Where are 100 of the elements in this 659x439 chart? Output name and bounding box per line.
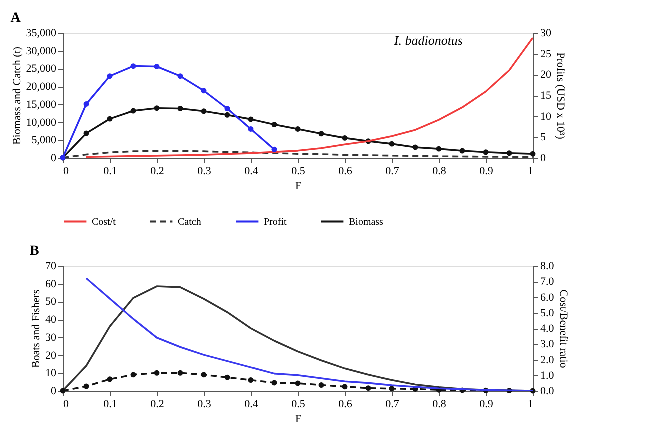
x-tick-label: 0.5 [292, 166, 306, 178]
point [107, 74, 113, 80]
point [224, 106, 230, 112]
point [436, 146, 442, 152]
y2-tick-label: 25 [540, 48, 552, 60]
point [460, 148, 466, 154]
x-tick-label: 0.6 [338, 398, 353, 410]
point [201, 372, 207, 378]
point [483, 150, 489, 156]
point [154, 370, 160, 376]
y2-tick-label: 10 [540, 110, 552, 123]
point [389, 386, 395, 392]
y-tick-label: 10 [46, 368, 57, 380]
x-tick-label: 1 [528, 166, 534, 178]
y-axis-title: Biomass and Catch (t) [11, 46, 24, 146]
y-tick-label: 0 [51, 152, 57, 164]
chart-title: A [10, 11, 22, 26]
y-tick-label: 25,000 [26, 63, 57, 76]
point [342, 384, 348, 390]
y-tick-label: 30,000 [26, 45, 57, 58]
x-tick-label: 0.9 [480, 398, 494, 410]
point [224, 112, 230, 118]
point [248, 378, 254, 384]
x-tick-label: 0.5 [292, 398, 306, 410]
point [272, 122, 278, 128]
point [295, 126, 301, 132]
point [201, 88, 207, 94]
chart-title: B [30, 244, 40, 259]
y2-tick-label: 1.0 [540, 370, 555, 382]
x-tick-label: 0 [64, 398, 70, 410]
x-tick-label: 0.2 [150, 398, 164, 410]
point [342, 135, 348, 141]
point [530, 151, 536, 157]
point [130, 108, 136, 114]
y-tick-label: 15,000 [26, 98, 57, 111]
y-tick-label: 50 [46, 296, 57, 308]
point [154, 106, 160, 112]
y2-tick-label: 0.0 [540, 386, 555, 398]
point [178, 370, 184, 376]
annotation: I. badionotus [393, 33, 463, 48]
y-tick-label: 10,000 [26, 116, 57, 129]
legend-label: Cost/t [92, 216, 116, 228]
x-tick-label: 0.7 [386, 166, 400, 178]
y2-tick-label: 6.0 [540, 292, 555, 304]
x-tick-label: 0.3 [198, 166, 212, 178]
y2-axis-title: Profits (USD x 10³) [554, 52, 566, 140]
point [224, 374, 230, 380]
point [130, 64, 136, 70]
y-tick-label: 5,000 [32, 134, 57, 147]
y-tick-label: 20 [46, 350, 57, 362]
x-tick-label: 1 [528, 398, 534, 410]
y-tick-label: 20,000 [26, 81, 57, 94]
point [201, 108, 207, 114]
x-tick-label: 0.1 [104, 398, 118, 410]
y-tick-label: 30 [46, 332, 57, 344]
y2-tick-label: 30 [540, 28, 552, 40]
point [506, 150, 512, 156]
point [389, 141, 395, 147]
point [84, 102, 90, 107]
point [84, 130, 90, 136]
y2-tick-label: 8.0 [540, 260, 555, 272]
y2-tick-label: 4.0 [540, 323, 555, 335]
x-tick-label: 0.9 [480, 166, 494, 178]
y2-tick-label: 3.0 [540, 338, 555, 351]
point [178, 74, 184, 80]
point [84, 384, 90, 390]
y-tick-label: 60 [46, 278, 57, 290]
y2-tick-label: 2.0 [540, 354, 555, 366]
x-tick-label: 0.8 [432, 398, 447, 410]
point [318, 131, 324, 137]
y2-axis-title: Cost/Benefit ratio [557, 290, 570, 369]
x-tick-label: 0.4 [244, 398, 259, 410]
point [107, 376, 113, 382]
y2-tick-label: 7.0 [540, 276, 555, 288]
x-tick-label: 0.8 [432, 166, 447, 178]
y2-tick-label: 15 [540, 90, 552, 102]
x-tick-label: 0.4 [244, 166, 259, 178]
x-tick-label: 0.3 [198, 398, 212, 410]
y-tick-label: 70 [46, 260, 57, 272]
point [295, 380, 301, 386]
x-tick-label: 0.1 [104, 166, 118, 178]
legend-label: Biomass [349, 216, 384, 228]
point [272, 146, 278, 152]
point [412, 144, 418, 150]
y2-tick-label: 5 [540, 132, 546, 144]
x-axis-title: F [295, 414, 302, 426]
y2-tick-label: 0 [540, 152, 546, 164]
y-tick-label: 35,000 [26, 28, 57, 40]
x-tick-label: 0.2 [150, 166, 164, 178]
point [178, 106, 184, 112]
y-tick-label: 0 [51, 386, 57, 398]
point [248, 116, 254, 122]
point [272, 380, 278, 386]
y2-tick-label: 5.0 [540, 307, 555, 320]
legend-label: Profit [264, 216, 287, 228]
x-tick-label: 0.6 [338, 166, 353, 178]
point [366, 386, 372, 392]
x-axis-title: F [295, 180, 302, 192]
x-tick-label: 0 [64, 166, 70, 178]
point [248, 126, 254, 132]
